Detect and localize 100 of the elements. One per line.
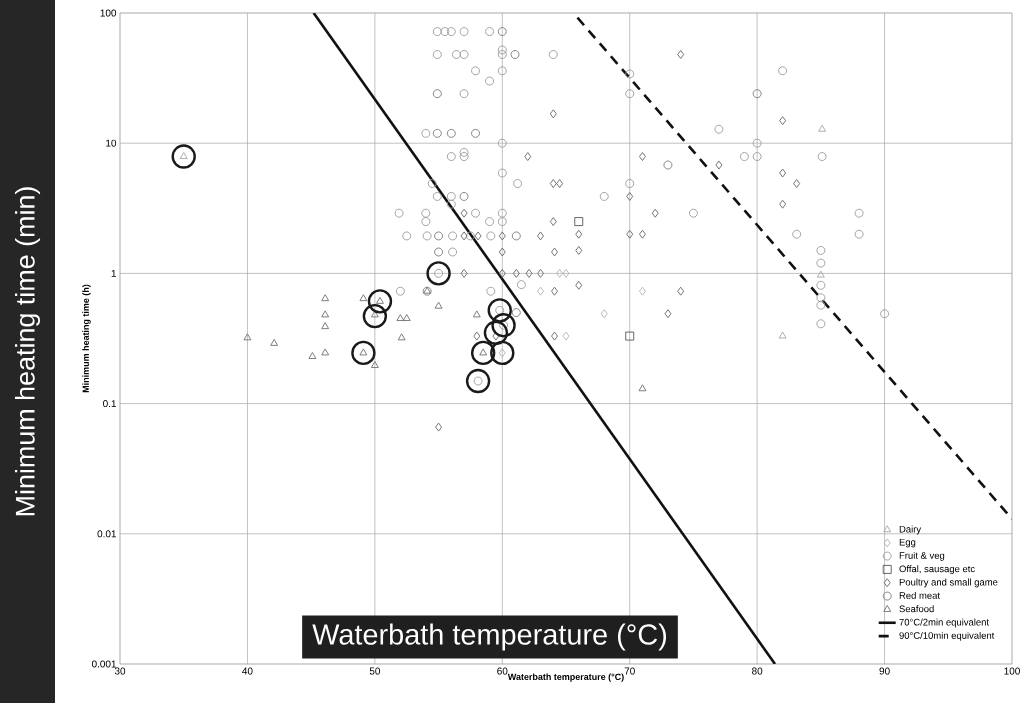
point [497, 27, 507, 37]
x-tick-label: 50 [369, 667, 381, 675]
point [434, 231, 444, 241]
point [473, 331, 481, 341]
point [639, 286, 646, 296]
x-tick-label: 30 [114, 667, 126, 675]
y-axis-title: Minimum heating time (h) [82, 284, 91, 393]
point [491, 313, 516, 338]
annotation: Waterbath temperature (°C) [312, 623, 667, 651]
point [321, 348, 330, 356]
point [625, 331, 635, 341]
point [525, 268, 533, 278]
point [778, 331, 787, 339]
point [397, 333, 406, 341]
point [639, 229, 646, 239]
point [351, 340, 376, 366]
x-tick-label: 90 [879, 667, 890, 675]
point [818, 124, 827, 132]
point [715, 160, 723, 170]
point [434, 301, 443, 309]
point [549, 179, 557, 188]
point [171, 144, 196, 169]
point [465, 368, 491, 394]
point [243, 333, 252, 341]
point [793, 179, 801, 188]
legend-label: 90°C/10min equivalent [899, 631, 995, 641]
point [446, 128, 456, 138]
point [537, 231, 544, 241]
point [562, 331, 570, 341]
point [402, 314, 411, 321]
point [816, 270, 825, 278]
y-tick-label: 1 [111, 269, 117, 277]
point [752, 89, 762, 99]
point [511, 308, 521, 318]
legend-label: Red meat [899, 591, 940, 599]
point [600, 309, 608, 319]
point [498, 268, 506, 278]
point [574, 217, 584, 227]
legend-label: Seafood [899, 605, 934, 613]
point [551, 331, 558, 341]
point [459, 191, 469, 201]
point [511, 231, 521, 241]
legend-label: Poultry and small game [899, 578, 998, 588]
point [551, 247, 558, 257]
point [651, 208, 659, 218]
point [575, 229, 583, 239]
point [562, 268, 570, 278]
point [490, 340, 515, 366]
point [677, 50, 685, 59]
point [537, 286, 544, 296]
point [321, 322, 330, 330]
point [779, 199, 787, 209]
point [396, 314, 405, 321]
point [498, 231, 506, 241]
point [537, 268, 544, 278]
point [460, 268, 468, 278]
point [362, 303, 388, 329]
point [474, 231, 482, 241]
point [512, 268, 520, 278]
legend-label: Egg [899, 538, 916, 548]
text: Minimum heating time (min) [14, 187, 41, 516]
point [626, 229, 634, 239]
point [524, 152, 532, 161]
legend-label: Offal, sausage etc [899, 565, 975, 575]
point [638, 384, 647, 392]
point [359, 294, 368, 302]
point [487, 298, 512, 323]
legend-label: Fruit & veg [899, 551, 945, 561]
point [575, 246, 583, 255]
x-tick-label: 60 [497, 667, 508, 675]
x-tick-label: 70 [624, 667, 635, 675]
point [460, 231, 468, 241]
point [471, 128, 480, 138]
point [367, 289, 393, 314]
y-tick-label: 0.01 [97, 530, 117, 538]
x-tick-label: 100 [1004, 667, 1020, 675]
point [556, 268, 564, 278]
point [432, 89, 442, 99]
x-tick-label: 40 [242, 667, 253, 675]
point [677, 286, 685, 296]
legend-label: 70°C/2min equivalent [899, 618, 989, 628]
point [498, 247, 506, 257]
point [551, 286, 558, 296]
point [434, 247, 444, 257]
point [460, 208, 468, 218]
point [321, 310, 330, 318]
point [470, 340, 496, 366]
x-tick-label: 80 [752, 667, 763, 675]
point [435, 422, 443, 432]
legend-label: Dairy [899, 525, 922, 535]
point [472, 310, 481, 318]
point [663, 160, 673, 170]
y-tick-label: 10 [106, 139, 117, 147]
point [321, 294, 330, 302]
point [549, 217, 557, 227]
point [483, 320, 509, 345]
point [308, 352, 317, 359]
point [779, 168, 787, 178]
point [626, 191, 634, 201]
point [270, 338, 279, 346]
